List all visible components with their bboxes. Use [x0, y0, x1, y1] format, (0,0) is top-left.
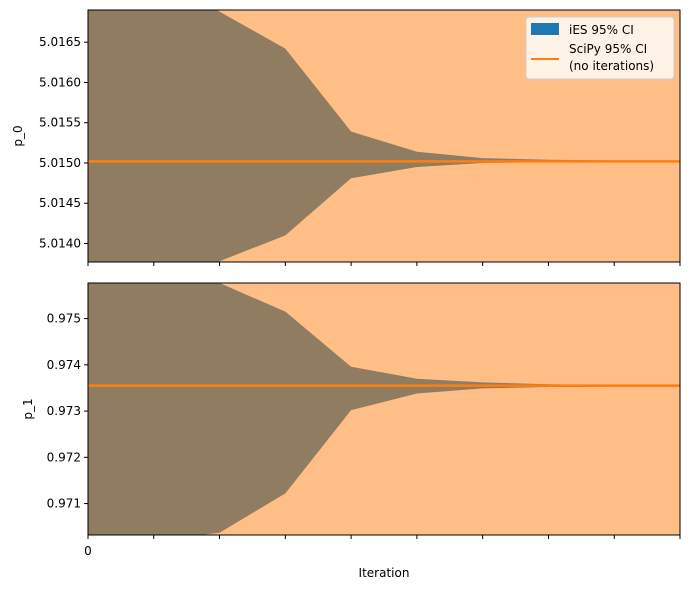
y-tick-label: 5.0160 [39, 75, 81, 89]
y-tick-label: 0.974 [47, 358, 81, 372]
legend-label-scipy-line1: SciPy 95% CI [569, 42, 647, 56]
panel-p1: 0.971 0.972 0.973 0.974 0.975 0 p_1 [21, 282, 681, 558]
ies-ci-band-p0 [88, 10, 680, 262]
x-tick-label: 0 [84, 544, 92, 558]
y-ticks-p1: 0.971 0.972 0.973 0.974 0.975 [47, 312, 88, 511]
y-tick-label: 0.972 [47, 450, 81, 464]
y-axis-label-p1: p_1 [21, 398, 35, 419]
legend: iES 95% CI SciPy 95% CI (no iterations) [525, 16, 675, 80]
axes-frame-p1 [87, 282, 681, 536]
y-axis-label-p0: p_0 [11, 125, 25, 146]
x-ticks-p1: 0 [84, 535, 681, 558]
y-tick-label: 5.0150 [39, 156, 81, 170]
x-axis-label: Iteration [359, 566, 410, 580]
x-ticks-p0 [87, 262, 681, 266]
y-tick-label: 0.971 [47, 497, 81, 511]
legend-swatch-ies [531, 23, 559, 35]
legend-frame [525, 16, 675, 80]
y-tick-label: 0.973 [47, 404, 81, 418]
ies-ci-band-p1 [88, 283, 680, 535]
legend-label-scipy-line2: (no iterations) [569, 59, 654, 73]
axes-frame-p0 [87, 9, 681, 263]
y-tick-label: 5.0145 [39, 196, 81, 210]
y-tick-label: 5.0165 [39, 35, 81, 49]
y-tick-label: 5.0140 [39, 236, 81, 250]
legend-label-ies: iES 95% CI [569, 23, 634, 37]
y-tick-label: 5.0155 [39, 116, 81, 130]
y-tick-label: 0.975 [47, 312, 81, 326]
y-ticks-p0: 5.0140 5.0145 5.0150 5.0155 5.0160 5.0165 [39, 35, 88, 250]
